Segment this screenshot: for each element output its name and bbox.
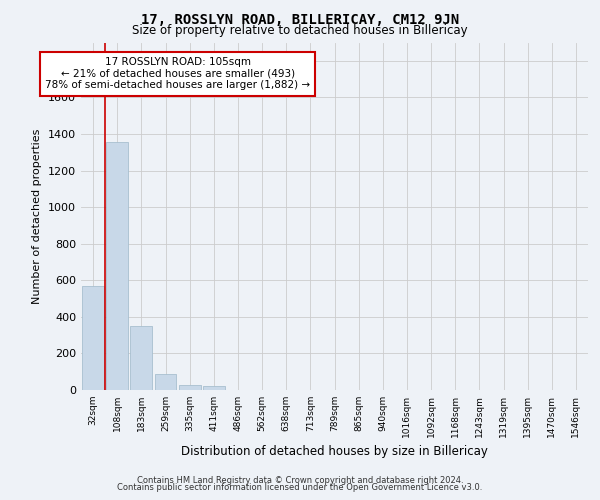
Bar [203,386,224,390]
X-axis label: Distribution of detached houses by size in Billericay: Distribution of detached houses by size … [181,446,488,458]
Bar [179,384,200,390]
Text: 17, ROSSLYN ROAD, BILLERICAY, CM12 9JN: 17, ROSSLYN ROAD, BILLERICAY, CM12 9JN [141,12,459,26]
Y-axis label: Number of detached properties: Number of detached properties [32,128,43,304]
Bar [82,286,104,390]
Bar [106,142,128,390]
Text: Size of property relative to detached houses in Billericay: Size of property relative to detached ho… [132,24,468,37]
Text: Contains HM Land Registry data © Crown copyright and database right 2024.: Contains HM Land Registry data © Crown c… [137,476,463,485]
Text: 17 ROSSLYN ROAD: 105sqm
← 21% of detached houses are smaller (493)
78% of semi-d: 17 ROSSLYN ROAD: 105sqm ← 21% of detache… [45,57,310,90]
Bar [130,326,152,390]
Bar [155,374,176,390]
Text: Contains public sector information licensed under the Open Government Licence v3: Contains public sector information licen… [118,484,482,492]
